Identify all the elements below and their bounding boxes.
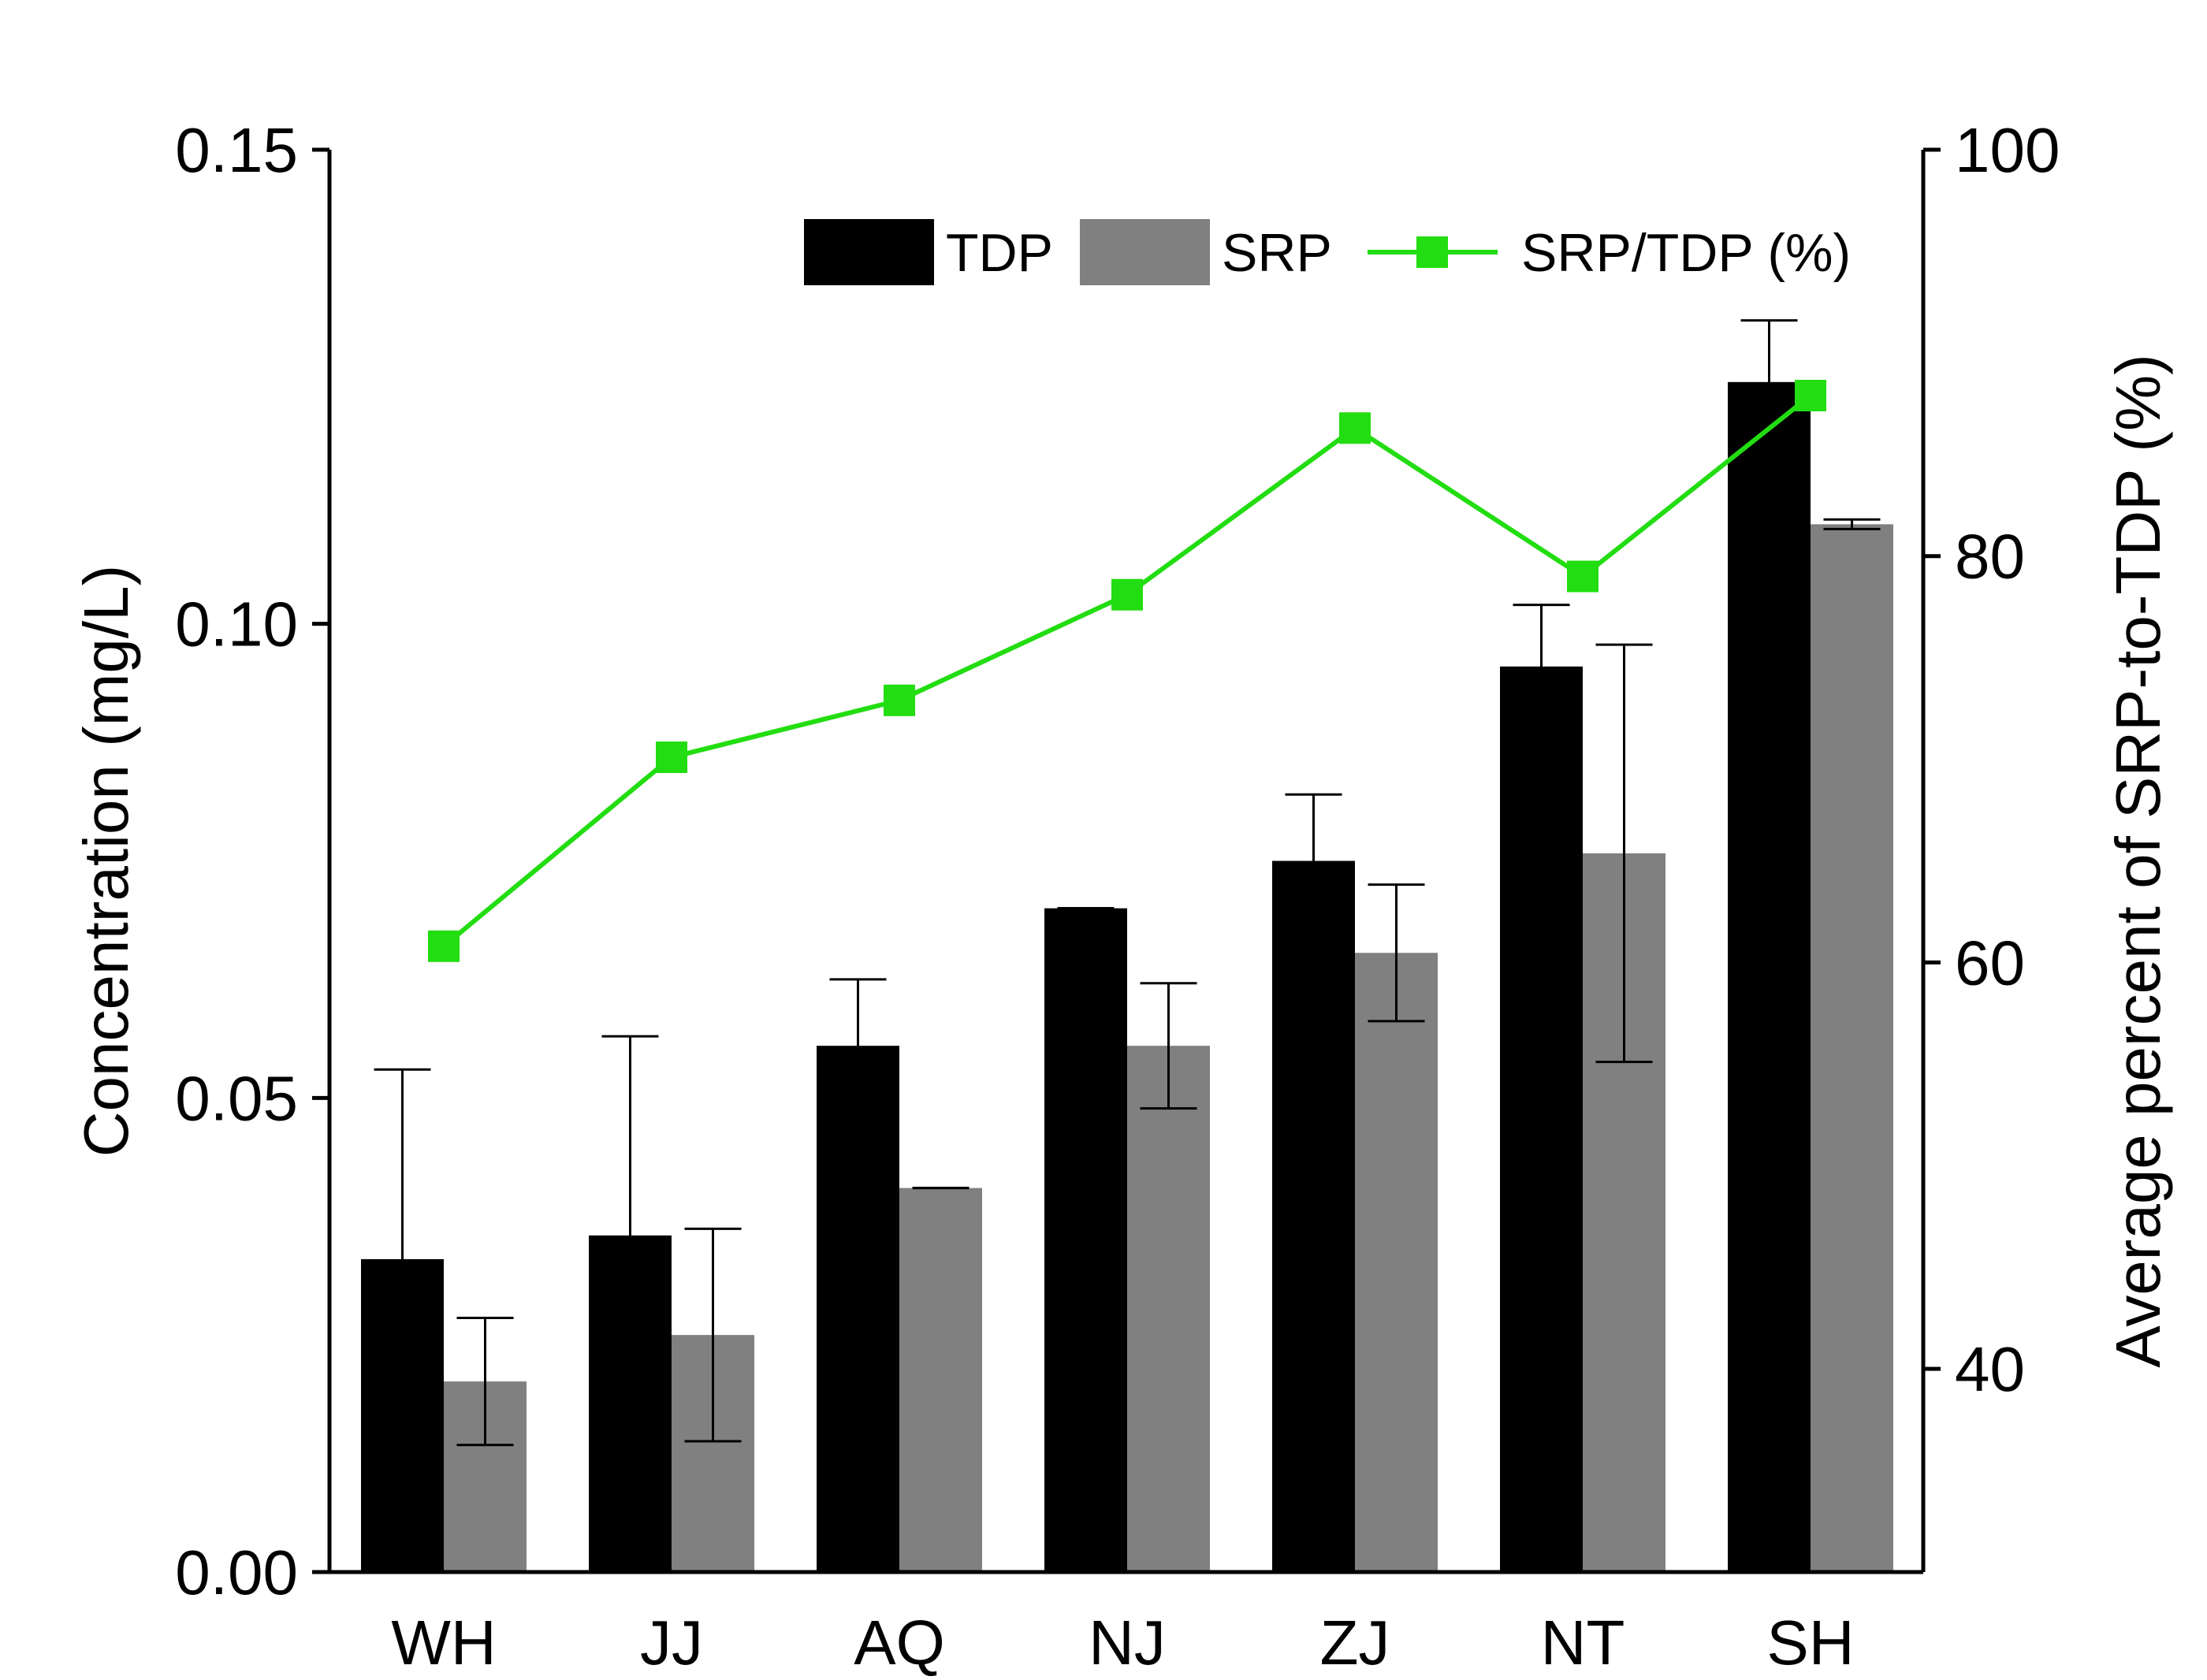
x-tick-label-nt: NT: [1541, 1608, 1625, 1678]
ratio-marker-jj: [656, 741, 687, 773]
legend-marker-ratio: [1416, 236, 1448, 268]
axes-group: 0.00 0.05 0.10 0.15 40 60 80 100 WH JJ AQ NJ ZJ NT SH C…: [71, 115, 2173, 1678]
ratio-marker-nt: [1567, 560, 1598, 593]
x-tick-label-zj: ZJ: [1320, 1608, 1390, 1678]
x-tick-label-wh: WH: [391, 1608, 496, 1678]
bars-group: [361, 381, 1893, 1573]
y-tick-label-right: 40: [1955, 1334, 2025, 1404]
ratio-marker-wh: [428, 930, 460, 962]
ratio-marker-sh: [1795, 380, 1826, 412]
legend-label-ratio: SRP/TDP (%): [1521, 223, 1851, 283]
bar-srp-nj: [1127, 1046, 1210, 1572]
y-tick-label-left: 0.10: [175, 589, 298, 660]
x-tick-label-aq: AQ: [854, 1608, 945, 1678]
y-tick-label-right: 80: [1955, 522, 2025, 592]
bar-srp-sh: [1811, 524, 1893, 1572]
bar-tdp-nt: [1500, 666, 1583, 1572]
y-tick-label-left: 0.00: [175, 1537, 298, 1608]
legend-label-srp: SRP: [1222, 223, 1332, 283]
ratio-marker-aq: [884, 684, 915, 716]
y-tick-label-left: 0.15: [175, 115, 298, 185]
legend: TDP SRP SRP/TDP (%): [804, 219, 1851, 285]
bar-srp-aq: [899, 1188, 982, 1572]
x-tick-label-sh: SH: [1766, 1608, 1854, 1678]
bar-srp-zj: [1355, 953, 1438, 1572]
legend-label-tdp: TDP: [946, 223, 1053, 283]
ratio-line-group: [428, 380, 1826, 962]
y-axis-title-right: Average percent of SRP-to-TDP (%): [2103, 354, 2173, 1367]
legend-swatch-srp: [1080, 219, 1210, 285]
legend-swatch-tdp: [804, 219, 934, 285]
y-tick-label-right: 100: [1955, 115, 2060, 185]
bar-tdp-nj: [1044, 908, 1127, 1572]
x-tick-label-nj: NJ: [1089, 1608, 1166, 1678]
error-bars-group: [374, 319, 1881, 1451]
ratio-marker-nj: [1111, 578, 1143, 611]
ratio-marker-zj: [1339, 412, 1371, 444]
y-axis-title-left: Concentration (mg/L): [71, 565, 141, 1157]
y-tick-label-right: 60: [1955, 927, 2025, 998]
x-tick-label-jj: JJ: [640, 1608, 703, 1678]
y-tick-label-left: 0.05: [175, 1063, 298, 1133]
bar-tdp-aq: [817, 1046, 899, 1572]
bar-tdp-zj: [1272, 860, 1355, 1572]
bar-tdp-sh: [1728, 381, 1811, 1573]
